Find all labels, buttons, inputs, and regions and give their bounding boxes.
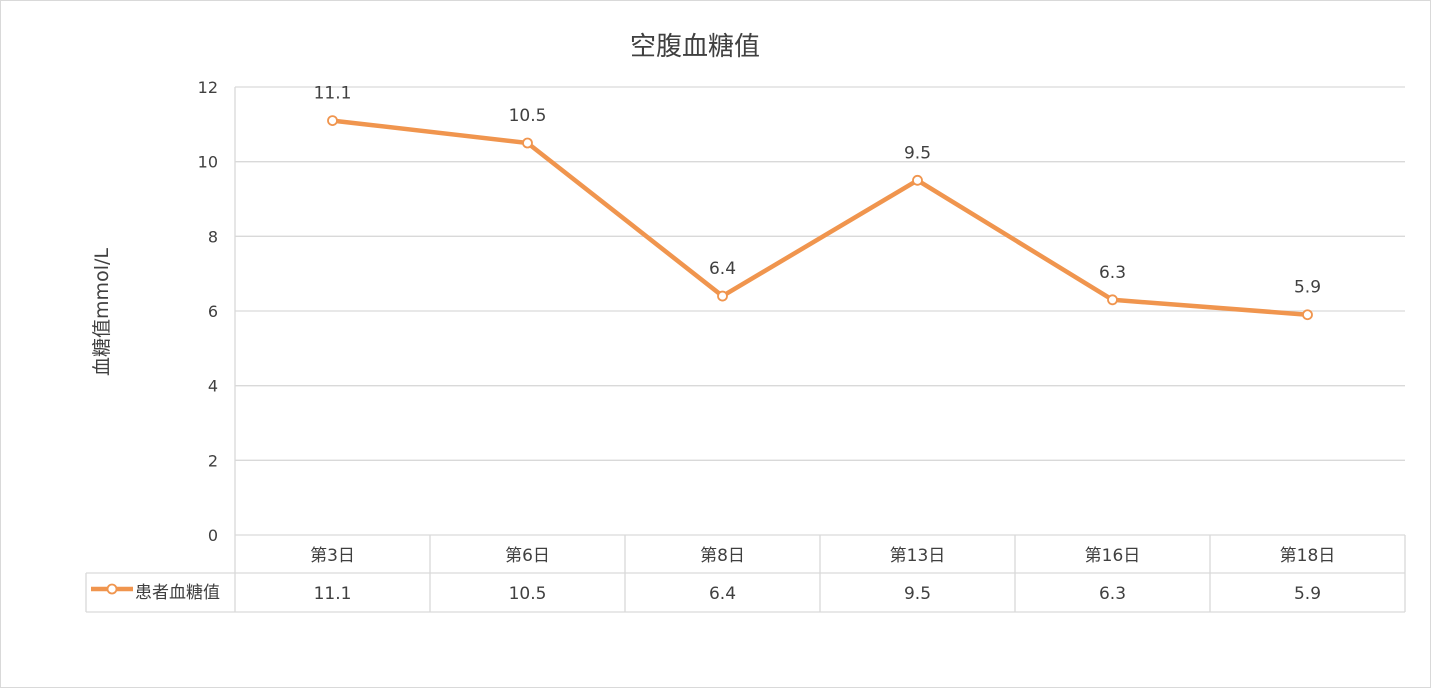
table-value-cell: 10.5 [509,584,547,604]
data-label: 10.5 [509,106,547,126]
data-label: 6.3 [1099,263,1126,283]
y-tick-label: 12 [198,78,218,97]
y-tick-label: 6 [208,302,218,321]
table-value-cell: 5.9 [1294,584,1321,604]
y-axis-label: 血糖值mmol/L [91,248,113,376]
data-label: 5.9 [1294,278,1321,298]
x-category-label: 第13日 [890,546,946,566]
table-value-cell: 9.5 [904,584,931,604]
y-tick-labels: 0 2 4 6 8 10 12 [198,78,218,545]
data-point [912,174,923,186]
data-point [1302,309,1313,321]
chart-title: 空腹血糖值 [630,32,760,62]
data-point [717,290,728,302]
series-line [330,118,1310,317]
y-tick-label: 4 [208,377,218,396]
y-tick-label: 0 [208,526,218,545]
data-labels: 11.1 10.5 6.4 9.5 6.3 5.9 [314,84,1321,298]
x-category-label: 第18日 [1280,546,1336,566]
y-tick-label: 10 [198,153,218,172]
data-point [1107,294,1118,306]
x-category-label: 第16日 [1085,546,1141,566]
data-label: 11.1 [314,84,352,104]
data-label: 6.4 [709,259,736,279]
data-point [327,115,338,126]
data-point [522,137,533,149]
x-category-label: 第6日 [505,546,550,566]
legend-series-name: 患者血糖值 [135,583,220,603]
y-tick-label: 8 [208,227,218,246]
legend-point-marker [106,583,118,595]
x-category-label: 第3日 [310,546,355,566]
x-category-label: 第8日 [700,546,745,566]
data-label: 9.5 [904,143,931,163]
table-value-cell: 6.4 [709,584,736,604]
y-tick-label: 2 [208,451,218,470]
table-value-cell: 6.3 [1099,584,1126,604]
series-line-layer [327,115,1313,321]
gridlines [235,86,1405,461]
table-value-cell: 11.1 [314,584,352,604]
